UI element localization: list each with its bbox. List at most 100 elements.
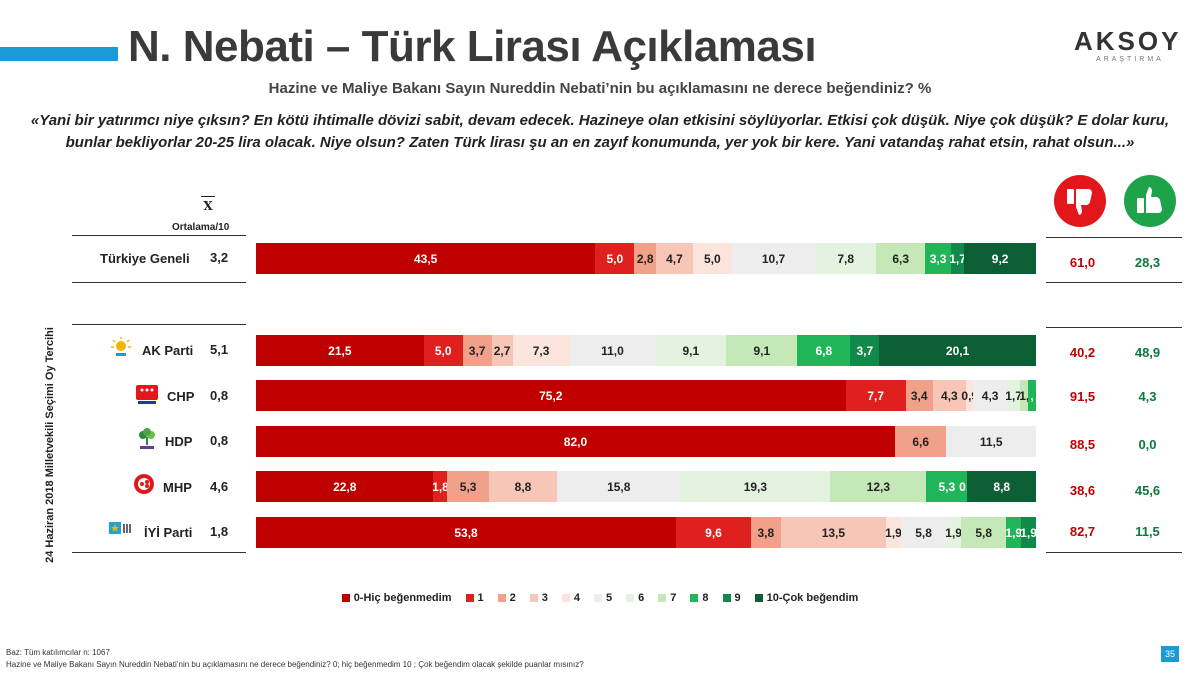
bar-segment-1: 9,6 [676, 517, 751, 548]
ak-parti-logo-icon [111, 337, 131, 356]
question-subtitle: Hazine ve Maliye Bakanı Sayın Nureddin N… [268, 80, 932, 97]
bar-segment-label: 5,0 [434, 343, 452, 358]
bar-segment-label: 6,3 [892, 251, 909, 266]
legend-item: 0-Hiç beğenmedim [341, 592, 452, 604]
legend-label: 1 [477, 592, 484, 604]
bar-segment-label: 1,9 [885, 525, 902, 540]
dislike-total-ak-parti: 40,2 [1069, 345, 1096, 360]
legend-item: 9 [722, 592, 741, 604]
bar-segment-label: 1,7 [1005, 388, 1022, 403]
bar-segment-2: 3,8 [751, 517, 781, 548]
legend-swatch [561, 594, 570, 602]
legend-label: 0-Hiç beğenmedim [353, 592, 452, 604]
rule [72, 324, 246, 325]
legend-label: 9 [734, 592, 741, 604]
bar-segment-label: 7,8 [837, 251, 854, 266]
bar-segment-6: 9,1 [655, 335, 727, 366]
bar-segment-8: , [1028, 380, 1036, 411]
bar-segment-5: 4,3 [973, 380, 1007, 411]
bar-segment-label: 8,8 [993, 479, 1011, 494]
rule [1046, 282, 1182, 283]
bar-segment-0: 21,5 [256, 335, 424, 366]
rule [72, 235, 246, 236]
bar-segment-7: 9,1 [726, 335, 798, 366]
rule [72, 282, 246, 283]
row-average-ak-parti: 5,1 [210, 342, 229, 357]
legend-swatch [754, 594, 763, 602]
rule [1046, 552, 1182, 553]
bar-segment-label: 82,0 [563, 434, 588, 449]
bar-segment-6: 19,3 [680, 471, 831, 502]
bar-segment-label: 4,3 [941, 388, 958, 403]
like-total-ak-parti: 48,9 [1134, 345, 1161, 360]
page-number: 35 [1161, 646, 1179, 662]
bar-segment-5: 5,8 [900, 517, 947, 548]
stacked-bar-ak-parti: 21,5 5,0 3,7 2,7 7,3 11,0 9,1 9,1 6,8 3,7 20,1 [256, 335, 1036, 366]
bar-segment-1: 5,0 [423, 335, 463, 366]
row-average-chp: 0,8 [210, 388, 229, 403]
footer-question: Hazine ve Maliye Bakanı Sayın Nureddin N… [6, 660, 584, 669]
bar-segment-label: 11,0 [601, 343, 624, 358]
legend-item: 7 [658, 592, 676, 604]
bar-segment-label: 13,5 [821, 525, 846, 540]
average-header: Ortalama/10 [172, 222, 230, 233]
bar-segment-label: 1,7 [949, 251, 966, 266]
dislike-total-iyi-parti: 82,7 [1069, 524, 1096, 539]
bar-segment-3: 4,7 [656, 243, 693, 274]
bar-segment-label: 8,8 [514, 479, 532, 494]
bar-segment-1: 1,8 [432, 471, 449, 502]
accent-bar [0, 47, 118, 61]
iyi-parti-logo-icon [109, 522, 131, 534]
legend-swatch [529, 594, 538, 602]
legend-swatch [594, 594, 602, 602]
bar-segment-10: 8,8 [967, 471, 1036, 502]
bar-segment-label: 75,2 [539, 388, 563, 403]
row-average-iyi-parti: 1,8 [210, 524, 229, 539]
thumbs-up-icon [1124, 175, 1176, 227]
bar-segment-10: 20,1 [879, 335, 1036, 366]
legend-swatch [341, 594, 350, 602]
logo-main-text: AKSOY [1074, 26, 1182, 56]
stacked-bar-hdp: 82,0 6,6 11,5 [256, 426, 1036, 457]
bar-segment-label: 3,4 [910, 388, 928, 403]
bar-segment-label: 5,0 [703, 251, 721, 266]
bar-segment-8: 6,8 [797, 335, 851, 366]
row-label-mhp: MHP [163, 480, 192, 495]
legend-item: 2 [497, 592, 516, 604]
bar-segment-8: 3,3 [925, 243, 951, 274]
legend-swatch [626, 594, 635, 602]
bar-segment-label: 6,6 [912, 434, 929, 449]
logo-sub-text: ARAŞTIRMA [1096, 56, 1164, 63]
bar-segment-label: 4,7 [666, 251, 683, 266]
bar-segment-label: 6,8 [815, 343, 833, 358]
bar-segment-2: 3,7 [462, 335, 492, 366]
bar-segment-label: 21,5 [328, 343, 352, 358]
bar-segment-label: 9,1 [753, 343, 771, 358]
stacked-bar-turkiye-geneli: 43,5 5,0 2,8 4,7 5,0 10,7 7,8 6,3 3,3 1,7 9,2 [256, 243, 1036, 274]
chart-legend: 0-Hiç beğenmedim 1 2 3 4 5 6 7 8 9 10-Çok beğendim [0, 592, 1200, 604]
mean-symbol: X [196, 196, 220, 213]
bar-segment-label: 7,7 [867, 388, 885, 403]
bar-segment-2: 2,8 [634, 243, 657, 274]
dislike-total-hdp: 88,5 [1069, 437, 1096, 452]
bar-segment-4: 7,3 [512, 335, 570, 366]
bar-segment-6: 7,8 [815, 243, 877, 274]
bar-segment-label: 3,7 [856, 343, 874, 358]
bar-segment-label: 5,0 [606, 251, 624, 266]
bar-segment-4: 0,9 [961, 380, 978, 411]
legend-item: 10-Çok beğendim [754, 592, 858, 604]
bar-segment-4: 5,0 [692, 243, 732, 274]
legend-swatch [722, 594, 731, 602]
bar-segment-label: 3,7 [468, 343, 486, 358]
legend-label: 8 [702, 592, 709, 604]
bar-segment-label: 5,8 [915, 525, 932, 540]
like-total-mhp: 45,6 [1134, 483, 1161, 498]
bar-segment-6: 1,7 [1005, 380, 1022, 411]
bar-segment-label: 43,5 [413, 251, 438, 266]
bar-segment-2: 3,4 [905, 380, 933, 411]
row-label-ak-parti: AK Parti [142, 343, 194, 358]
bar-segment-label: 7,3 [532, 343, 550, 358]
rule [1046, 327, 1182, 328]
legend-item: 8 [690, 592, 709, 604]
bar-segment-label: 1,9 [1005, 525, 1023, 540]
